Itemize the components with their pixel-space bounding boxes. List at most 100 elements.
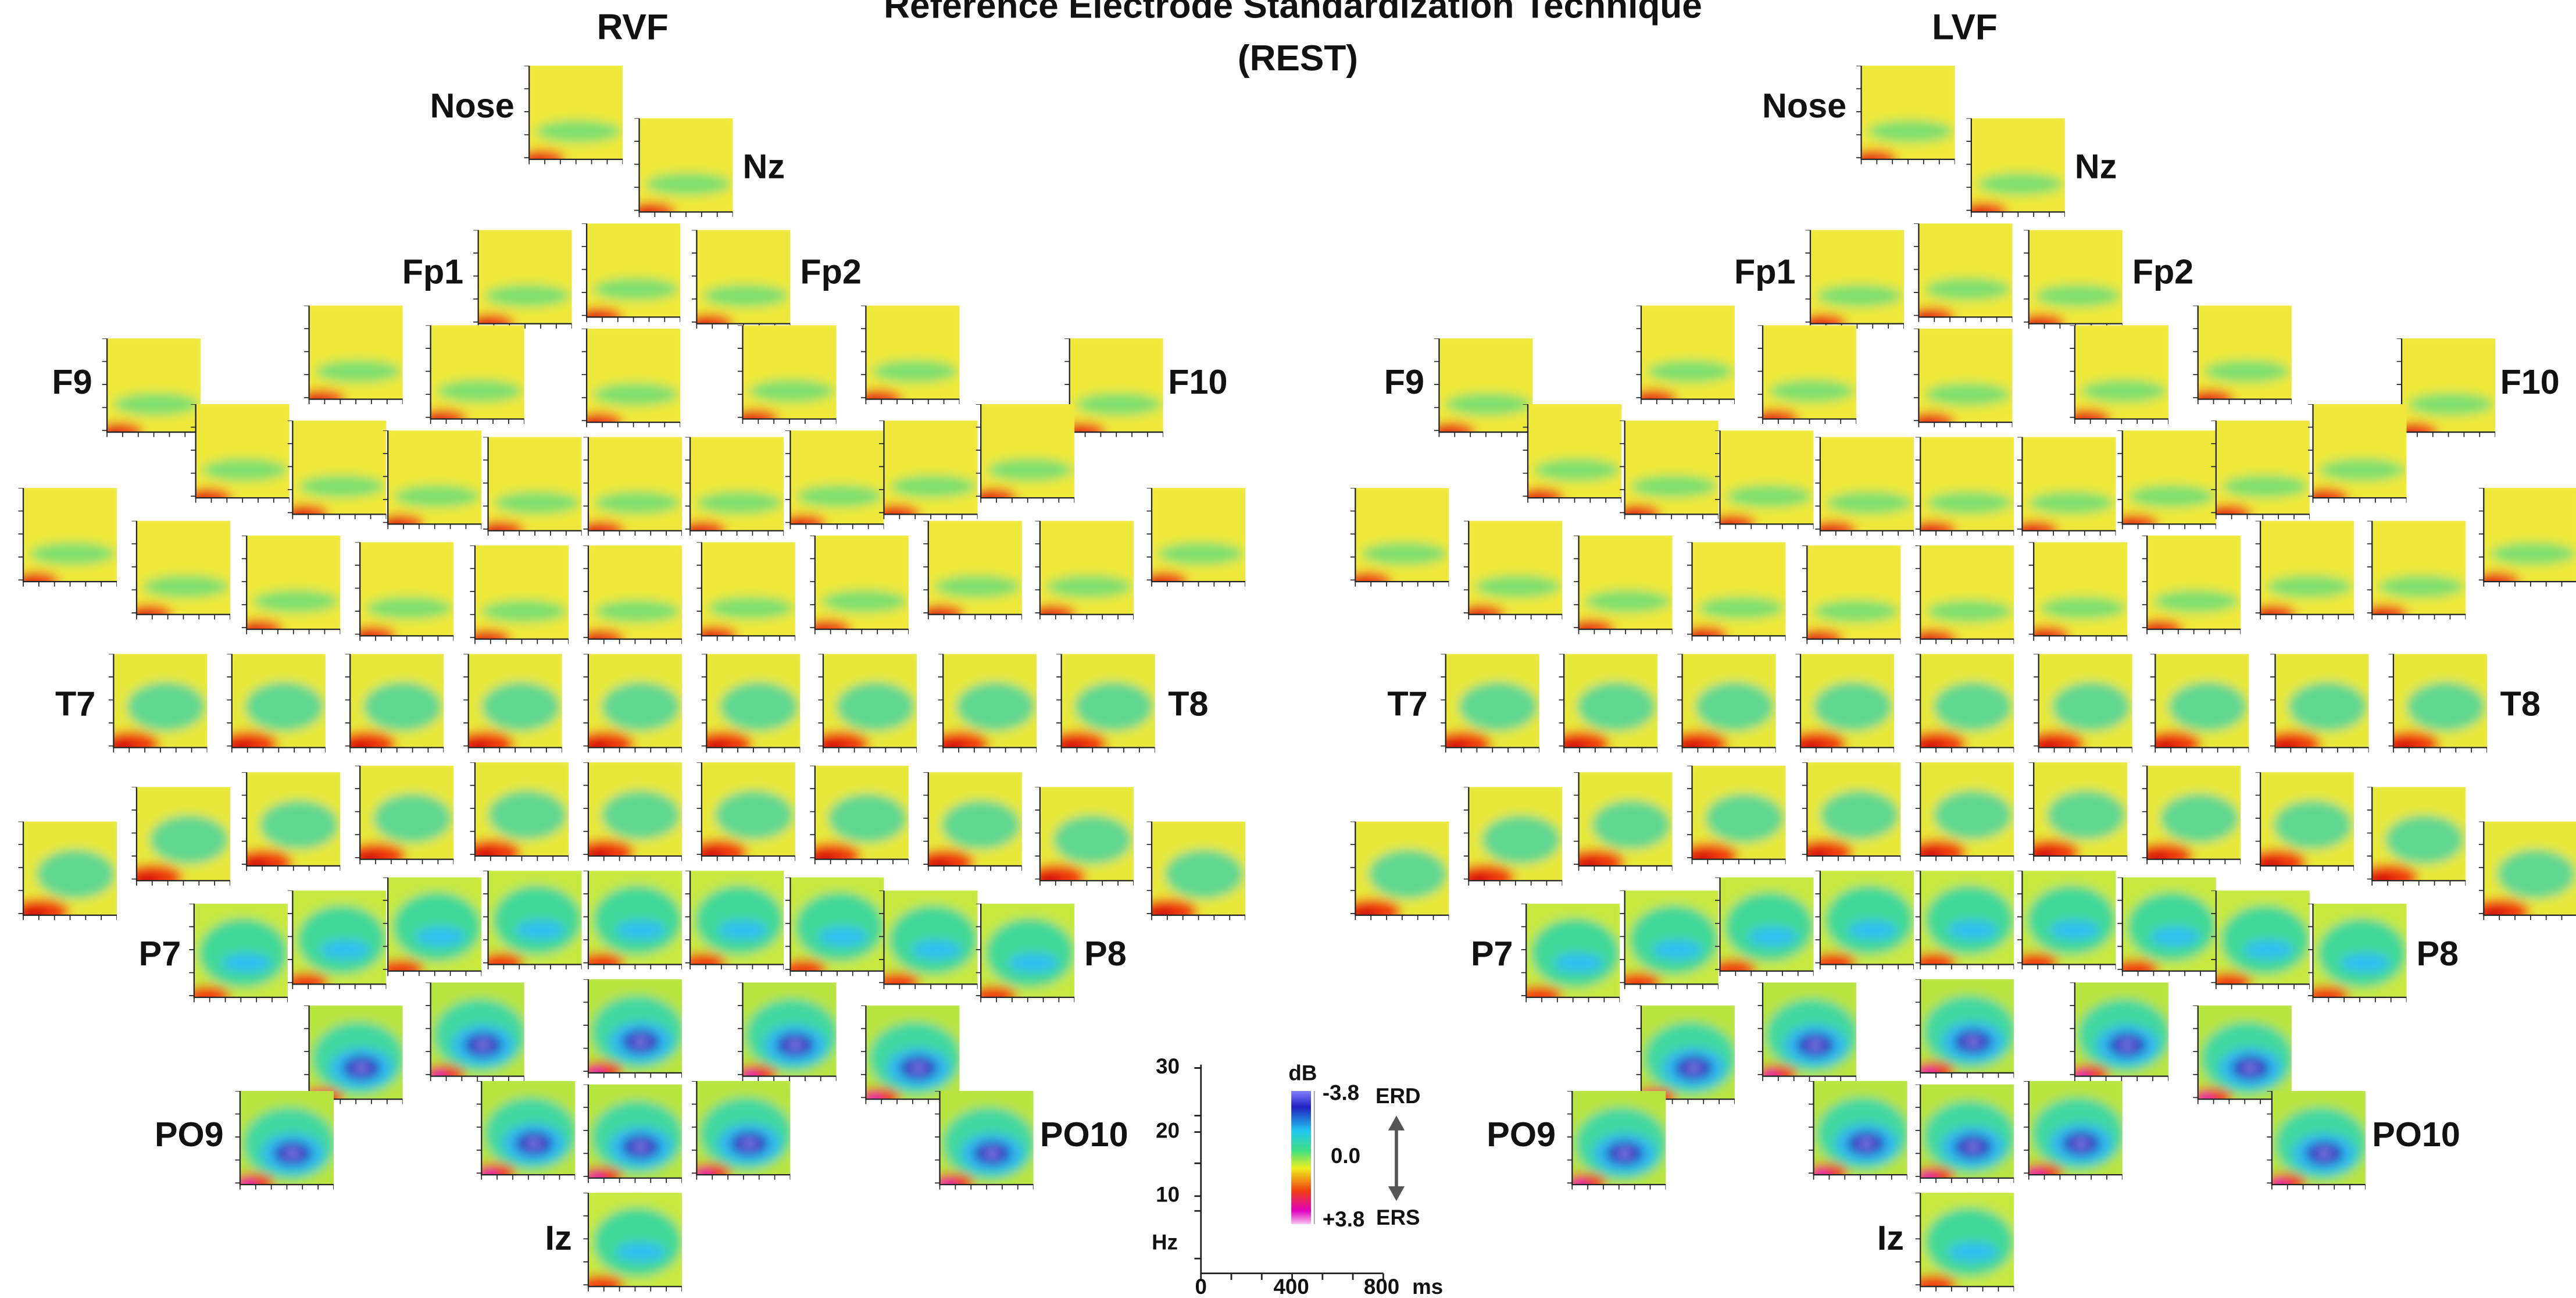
electrode-label: T8	[2500, 684, 2541, 723]
legend: 30 20 10 Hz 0 400 800 ms dB -3.8 0.0 +3.8 ERD ERS	[1152, 1054, 1443, 1298]
y-tick-label: 30	[1156, 1054, 1180, 1078]
electrode-map	[97, 330, 209, 442]
electrode-map	[1564, 1083, 1674, 1193]
electrode-map	[1633, 997, 1743, 1107]
electrode-map	[1910, 862, 2022, 972]
electrode-label: T8	[1168, 684, 1208, 723]
electrode-map	[1787, 646, 1902, 757]
electrode-map	[1710, 869, 1822, 979]
electrode-map	[577, 320, 688, 432]
electrode-map	[1342, 814, 1457, 925]
electrode-map	[575, 646, 690, 757]
y-tick-label: 20	[1156, 1118, 1180, 1142]
electrode-label: T7	[1387, 684, 1427, 723]
colorbar-tick-label: -3.8	[1323, 1081, 1359, 1104]
electrode-map	[101, 646, 216, 757]
electrode-map	[1907, 754, 2023, 866]
electrode-map	[1060, 330, 1171, 442]
electrode-label: Nose	[1762, 86, 1846, 125]
electrode-map	[283, 412, 394, 524]
electrode-label: P7	[1471, 934, 1513, 973]
electrode-map	[1682, 534, 1794, 646]
electrode-label: PO10	[2372, 1115, 2460, 1154]
electrode-label: Iz	[545, 1218, 572, 1257]
electrode-label: Fp1	[1734, 252, 1795, 291]
electrode-map	[1679, 757, 1794, 869]
electrode-map	[733, 317, 845, 429]
electrode-map	[810, 646, 925, 757]
electrode-map	[858, 997, 967, 1107]
electrode-map	[630, 110, 741, 222]
electrode-map	[1810, 429, 1922, 540]
electrode-label: Fp2	[800, 252, 861, 291]
electrode-map	[688, 754, 803, 866]
electrode-map	[421, 317, 533, 429]
y-tick-label: 10	[1156, 1183, 1180, 1207]
electrode-map	[478, 862, 590, 972]
electrode-map	[1753, 317, 1864, 429]
electrode-map	[1909, 320, 2020, 432]
electrode-map	[1518, 396, 1630, 508]
electrode-map	[378, 869, 490, 979]
electrode-map	[680, 862, 792, 972]
electrode-map	[10, 814, 125, 925]
electrode-map	[1912, 971, 2022, 1081]
colorbar-tick-label: 0.0	[1331, 1144, 1360, 1168]
electrode-label: Nose	[430, 86, 515, 125]
electrode-label: F10	[1168, 362, 1227, 401]
electrode-map	[462, 754, 577, 866]
electrode-map	[123, 779, 238, 890]
electrode-map	[1805, 1073, 1915, 1183]
electrode-map	[455, 646, 570, 757]
electrode-map	[1797, 537, 1909, 649]
electrode-map	[919, 512, 1030, 624]
electrode-map	[2021, 754, 2136, 866]
electrode-map	[734, 974, 844, 1084]
electrode-map	[2206, 412, 2318, 524]
electrode-map	[2012, 429, 2124, 540]
electrode-map	[1459, 512, 1570, 624]
electrode-map	[874, 412, 986, 524]
electrode-label: T7	[55, 684, 95, 723]
electrode-map	[1907, 646, 2023, 757]
electrode-map	[2264, 1083, 2374, 1193]
electrode-map	[2190, 997, 2300, 1107]
panel: LVF Nose Nz Fp1 Fp2 F9 F10 T7 T8 P7 P8 PO9 PO10 Iz	[1342, 7, 2576, 1295]
x-tick-label: 400	[1274, 1275, 1309, 1298]
electrode-label: F9	[1384, 362, 1424, 401]
electrode-map	[2142, 646, 2257, 757]
electrode-map	[1551, 646, 1666, 757]
electrode-map	[971, 896, 1082, 1005]
electrode-label: P8	[2416, 934, 2459, 973]
colorbar	[1291, 1091, 1312, 1224]
electrode-map	[232, 1083, 342, 1193]
electrode-map	[578, 537, 690, 649]
electrode-map	[2019, 222, 2131, 333]
electrode-map	[1048, 646, 1163, 757]
electrode-map	[2113, 422, 2224, 534]
electrode-map	[780, 422, 892, 534]
electrode-map	[874, 882, 986, 992]
electrode-map	[301, 997, 410, 1107]
electrode-map	[1852, 58, 1963, 169]
electrode-map	[2188, 297, 2300, 409]
electrode-map	[423, 974, 533, 1084]
electrode-map	[127, 512, 238, 624]
electrode-map	[1615, 882, 1727, 992]
electrode-map	[219, 646, 334, 757]
electrode-map	[1138, 814, 1253, 925]
x-unit: ms	[1412, 1275, 1443, 1298]
electrode-map	[350, 534, 462, 646]
x-tick-label: 800	[1364, 1275, 1399, 1298]
erd-label: ERD	[1375, 1084, 1421, 1108]
electrode-map	[469, 222, 580, 333]
electrode-map	[1800, 222, 1912, 333]
electrode-label: PO9	[1487, 1115, 1556, 1154]
electrode-map	[347, 757, 462, 869]
electrode-map	[580, 1076, 690, 1186]
electrode-map	[2024, 534, 2135, 646]
electrode-label: PO10	[1040, 1115, 1128, 1154]
y-unit: Hz	[1152, 1230, 1178, 1254]
electrode-map	[856, 297, 967, 409]
